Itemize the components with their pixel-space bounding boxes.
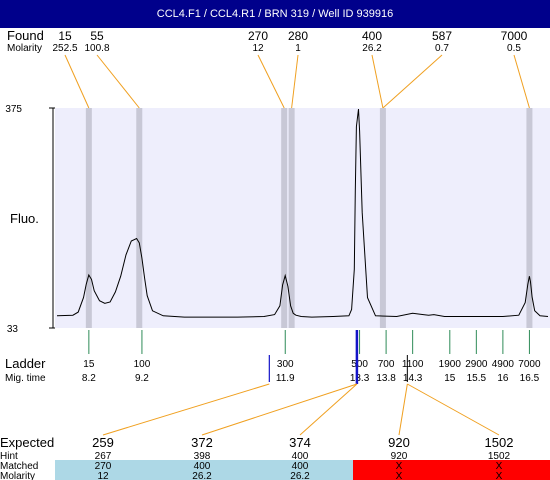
hint-value: 398 [194,451,211,462]
plot-area: 375 33 Fluo. [5,104,550,335]
found-molarity-label: 26.2 [362,43,382,54]
expected-label: Expected [0,435,54,450]
window-title: CCL4.F1 / CCL4.R1 / BRN 319 / Well ID 93… [0,0,550,28]
peak-band [288,108,295,328]
y-tick-label: 375 [5,104,22,115]
found-leader-line [371,54,384,109]
expected-value: 1502 [485,435,514,450]
found-size-label: 280 [288,29,308,43]
hint-value: 400 [292,451,309,462]
hint-value: 1502 [488,451,511,462]
molarity-label: Molarity [7,43,42,54]
found-molarity-label: 1 [295,43,301,54]
found-leader-line [64,54,90,109]
fluorescence-trace [56,108,549,318]
expected-cell-bg [353,460,448,480]
expected-leader-line [407,383,500,436]
ladder-row: Ladder Mig. time 15 8.2 100 9.2 300 11.9 500 13.3… [5,330,541,384]
ladder-label: Ladder [5,356,46,371]
found-leader-line [257,54,285,109]
ladder-mig-time-label: 16 [497,373,509,384]
found-size-label: 15 [58,29,72,43]
matched-label: Matched [0,461,38,472]
ladder-mig-time-label: 13.3 [350,373,370,384]
matched-value: 270 [95,461,112,472]
plot-background [55,108,550,328]
y-axis-label: Fluo. [10,211,39,226]
expected-leader-line [299,383,358,436]
matched-value: X [396,461,403,472]
matched-molarity-value: X [396,471,403,480]
mig-time-label: Mig. time [5,373,46,384]
found-molarity-label: 252.5 [52,43,77,54]
matched-value: 400 [292,461,309,472]
matched-value: X [496,461,503,472]
found-size-label: 7000 [501,29,528,43]
found-leader-line [291,54,299,109]
ladder-size-label: 500 [351,359,368,370]
ladder-size-label: 15 [83,359,95,370]
ladder-size-label: 1100 [402,359,424,370]
expected-cell-bg [152,460,250,480]
hint-value: 267 [95,451,112,462]
peak-band [281,108,288,328]
expected-leader-line [201,383,358,436]
ladder-mig-time-label: 8.2 [82,373,96,384]
ladder-mig-time-label: 15.5 [467,373,487,384]
found-label: Found [7,28,44,43]
ladder-mig-time-label: 15 [444,373,456,384]
found-molarity-label: 12 [252,43,264,54]
expected-cell-bg [250,460,353,480]
found-leader-line [513,54,530,109]
ladder-size-label: 700 [378,359,395,370]
expected-value: 259 [92,435,114,450]
matched-molarity-value: 26.2 [192,471,212,480]
found-size-label: 270 [248,29,268,43]
peak-band [526,108,533,328]
ladder-size-label: 1900 [439,359,462,370]
found-size-label: 400 [362,29,382,43]
peak-band [379,108,386,328]
ladder-mig-time-label: 16.5 [520,373,540,384]
expected-value: 372 [191,435,213,450]
matched-molarity-label: Molarity [0,471,35,480]
matched-molarity-value: X [496,471,503,480]
expected-cell-bg [55,460,152,480]
found-leader-line [96,54,140,109]
expected-leader-line [398,383,408,436]
hint-value: 920 [391,451,408,462]
hint-label: Hint [0,451,18,462]
ladder-size-label: 2900 [465,359,488,370]
expected-value: 920 [388,435,410,450]
peak-band [85,108,92,328]
y-tick-label: 33 [7,324,19,335]
found-size-label: 55 [90,29,104,43]
ladder-mig-time-label: 13.8 [376,373,396,384]
found-molarity-label: 100.8 [84,43,109,54]
ladder-size-label: 7000 [518,359,541,370]
expected-value: 374 [289,435,311,450]
expected-cell-bg [448,460,550,480]
matched-molarity-value: 12 [97,471,109,480]
electropherogram-figure: FoundMolarity15252.555100.82701228014002… [0,28,550,480]
found-molarity-label: 0.5 [507,43,521,54]
peak-band [136,108,143,328]
found-size-label: 587 [432,29,452,43]
expected-leader-line [102,383,270,436]
ladder-size-label: 300 [277,359,294,370]
ladder-mig-time-label: 14.3 [403,373,423,384]
matched-molarity-value: 26.2 [290,471,310,480]
ladder-mig-time-label: 11.9 [276,373,295,384]
found-leader-line [382,54,443,109]
ladder-size-label: 4900 [492,359,515,370]
ladder-size-label: 100 [134,359,151,370]
ladder-mig-time-label: 9.2 [135,373,149,384]
found-molarity-label: 0.7 [435,43,449,54]
matched-value: 400 [194,461,211,472]
